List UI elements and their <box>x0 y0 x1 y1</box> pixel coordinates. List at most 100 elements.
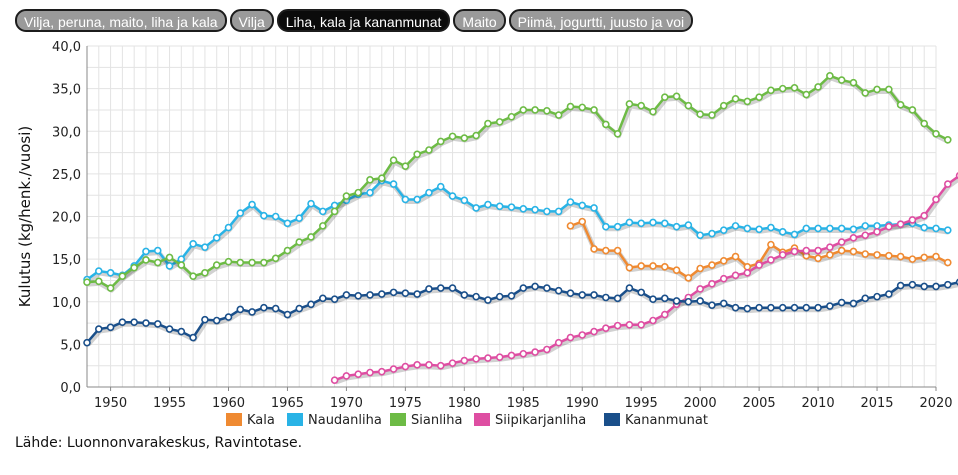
data-point <box>460 196 469 205</box>
data-point <box>366 291 374 299</box>
data-point <box>613 294 622 303</box>
data-point <box>837 76 846 84</box>
data-point <box>448 192 457 200</box>
tab-liha-kala-kananmunat[interactable]: Liha, kala ja kananmunat <box>276 9 451 32</box>
legend-label: Siipikarjanliha <box>495 413 586 428</box>
data-point <box>248 200 256 209</box>
data-point <box>743 97 752 106</box>
data-point <box>861 294 870 303</box>
data-point <box>342 192 351 200</box>
x-tick-label: 2010 <box>802 396 835 411</box>
data-point <box>767 256 775 264</box>
data-point <box>743 262 752 271</box>
data-point <box>908 280 917 289</box>
data-point <box>943 226 952 234</box>
data-point <box>826 243 834 251</box>
data-point <box>566 289 575 298</box>
data-point <box>307 233 315 241</box>
tab-vilja-peruna-maito-liha-kala[interactable]: Vilja, peruna, maito, liha ja kala <box>15 9 227 32</box>
data-point <box>885 222 893 231</box>
data-point <box>448 132 457 141</box>
data-point <box>566 198 575 206</box>
data-point <box>672 266 681 275</box>
data-point <box>543 207 551 216</box>
data-point <box>130 263 138 272</box>
data-point <box>283 246 292 255</box>
data-point <box>755 225 763 234</box>
data-point <box>519 205 528 213</box>
tab-maito[interactable]: Maito <box>453 9 506 32</box>
data-point <box>943 280 952 289</box>
data-point <box>849 247 858 256</box>
data-point <box>613 321 622 330</box>
data-point <box>118 272 127 280</box>
data-point <box>448 284 457 292</box>
data-point <box>224 257 233 266</box>
data-point <box>201 243 209 251</box>
tab-vilja[interactable]: Vilja <box>229 9 274 32</box>
data-point <box>590 106 598 114</box>
data-point <box>837 238 846 246</box>
data-point <box>366 188 374 197</box>
data-point <box>896 252 905 261</box>
data-point <box>319 222 327 230</box>
data-point <box>837 224 846 233</box>
data-point <box>649 295 657 303</box>
data-point <box>920 119 929 128</box>
data-point <box>613 222 622 231</box>
data-point <box>849 225 858 234</box>
data-point <box>613 130 622 138</box>
source-note: Lähde: Luonnonvarakeskus, Ravintotase. <box>15 435 303 451</box>
tab-piima-jogurtti-juusto-voi[interactable]: Piimä, jogurtti, juusto ja voi <box>508 9 694 32</box>
x-tick-label: 1985 <box>507 396 540 411</box>
data-point <box>696 297 704 305</box>
chart-series <box>83 72 958 385</box>
data-point <box>802 224 811 233</box>
data-point <box>943 258 952 267</box>
data-point <box>106 268 115 277</box>
legend-label: Naudanliha <box>308 413 382 428</box>
data-point <box>873 222 881 230</box>
data-point <box>260 258 268 267</box>
data-point <box>932 195 940 204</box>
data-point <box>153 258 162 267</box>
data-point <box>649 218 657 227</box>
data-point <box>448 359 457 367</box>
data-point <box>849 299 858 308</box>
data-point <box>472 292 480 301</box>
data-point <box>896 220 905 228</box>
data-point <box>531 205 539 214</box>
data-point <box>165 253 174 262</box>
data-point <box>377 174 386 182</box>
data-point <box>767 223 775 232</box>
data-point <box>389 365 398 373</box>
data-point <box>873 251 881 259</box>
data-point <box>94 325 103 333</box>
data-point <box>307 300 315 309</box>
legend-swatch <box>226 413 242 426</box>
y-tick-label: 35,0 <box>52 83 81 98</box>
data-point <box>177 327 186 336</box>
data-point <box>519 349 528 358</box>
data-point <box>519 106 528 114</box>
data-point <box>814 254 822 263</box>
data-point <box>153 320 162 328</box>
consumption-line-chart: 0,0 5,0 10,0 15,0 20,0 25,0 30,0 35,0 40,0 1950 19… <box>16 40 958 428</box>
data-point <box>802 90 811 99</box>
data-point <box>295 238 304 246</box>
legend-swatch <box>390 413 406 426</box>
data-point <box>885 290 893 298</box>
data-point <box>94 267 103 275</box>
data-point <box>189 239 197 248</box>
data-point <box>696 285 704 293</box>
data-point <box>377 367 386 376</box>
x-tick-label: 1975 <box>389 396 422 411</box>
data-point <box>920 211 929 220</box>
data-point <box>590 327 598 336</box>
data-point <box>566 102 575 111</box>
data-point <box>708 229 716 238</box>
data-point <box>354 188 363 197</box>
data-point <box>649 262 657 270</box>
data-point <box>472 204 480 212</box>
data-point <box>531 282 539 291</box>
